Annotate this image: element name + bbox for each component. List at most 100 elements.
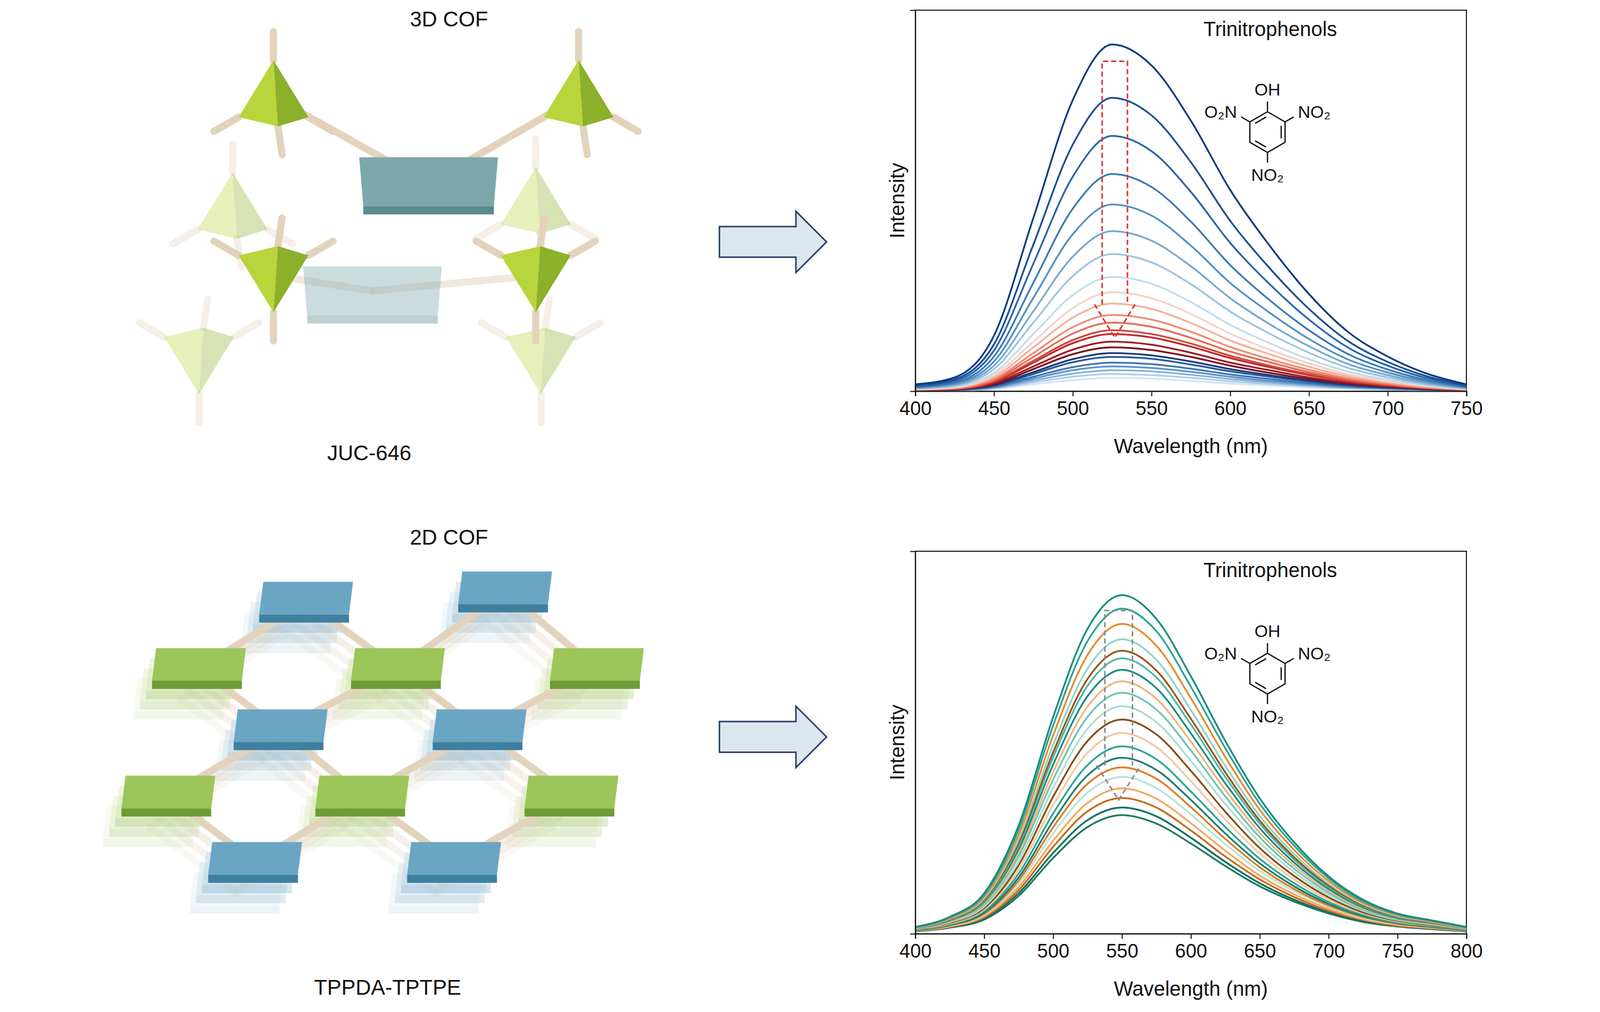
x-tick-mark xyxy=(1308,391,1310,397)
node-slab xyxy=(315,775,410,809)
node-block-side xyxy=(307,315,438,324)
x-tick-mark xyxy=(1190,933,1192,939)
x-tick-mark xyxy=(1052,933,1054,939)
node-slab-side xyxy=(259,614,349,623)
cof-2d xyxy=(103,571,645,914)
x-tick: 400 xyxy=(899,933,932,962)
x-tick-label: 650 xyxy=(1243,940,1276,962)
x-tick: 400 xyxy=(899,391,932,420)
x-tick-label: 400 xyxy=(899,940,932,962)
x-tick-label: 700 xyxy=(1313,940,1346,962)
x-tick-label: 450 xyxy=(978,397,1011,420)
plot-area xyxy=(915,44,1467,392)
x-tick: 500 xyxy=(1057,391,1090,420)
diagram-label: TPPDA-TPTPE xyxy=(313,975,461,1000)
y-axis xyxy=(910,551,916,935)
node-block xyxy=(303,266,442,315)
node-slab-side xyxy=(151,680,242,689)
linker xyxy=(570,240,596,255)
x-tick: 500 xyxy=(1037,933,1070,962)
structure: OHO₂NNO₂NO₂ xyxy=(1204,621,1331,726)
spectrum-line xyxy=(915,98,1467,386)
structure-label: O₂N xyxy=(1204,643,1237,663)
node-slab xyxy=(151,648,246,681)
tetrahedron-face xyxy=(578,60,614,127)
node-block xyxy=(359,156,498,206)
structure-label: NO₂ xyxy=(1297,643,1331,663)
x-tick: 450 xyxy=(968,933,1001,962)
ring xyxy=(1250,653,1286,694)
tetrahedron-face xyxy=(232,172,268,239)
x-tick-label: 500 xyxy=(1057,397,1090,420)
x-tick-mark xyxy=(1466,391,1468,397)
linker xyxy=(575,322,601,337)
linker xyxy=(139,322,165,337)
cof-3d xyxy=(139,31,638,423)
linker xyxy=(481,322,506,337)
node-slab xyxy=(208,841,303,875)
spectrum-line xyxy=(915,650,1467,928)
y-axis-title: Intensity xyxy=(885,704,909,781)
x-axis-title: Wavelength (nm) xyxy=(1113,434,1268,458)
tetrahedron-face xyxy=(238,60,278,127)
x-tick: 800 xyxy=(1450,933,1483,962)
structure-label: NO₂ xyxy=(1251,165,1284,185)
arrow xyxy=(719,211,827,273)
plot-frame xyxy=(915,551,1467,934)
linker xyxy=(570,224,596,239)
trend-arrow xyxy=(1096,610,1141,800)
node-slab-side xyxy=(133,711,224,720)
x-tick-mark xyxy=(1230,391,1232,397)
x-tick-mark xyxy=(1397,933,1399,939)
x-tick-label: 650 xyxy=(1293,397,1326,420)
x-tick: 650 xyxy=(1243,933,1276,962)
x-tick: 450 xyxy=(978,391,1011,420)
structure-label: OH xyxy=(1254,79,1281,100)
x-tick: 750 xyxy=(1450,391,1483,420)
linker xyxy=(213,240,239,255)
structure: OHO₂NNO₂NO₂ xyxy=(1204,79,1331,185)
spectrum-line xyxy=(915,623,1467,928)
linker xyxy=(537,393,545,423)
node-slab-side xyxy=(458,603,549,613)
x-tick-label: 800 xyxy=(1450,940,1483,962)
x-tick-mark xyxy=(1466,933,1468,939)
node-slab-side xyxy=(401,884,492,893)
x-tick: 550 xyxy=(1135,391,1168,420)
node-slab xyxy=(121,775,216,809)
bond xyxy=(1285,658,1294,664)
bond xyxy=(1285,116,1294,122)
x-tick-mark xyxy=(994,391,996,397)
double-bond xyxy=(1255,658,1267,665)
tetrahedron-face xyxy=(505,327,546,394)
node-slab xyxy=(524,775,619,809)
x-tick: 700 xyxy=(1313,933,1346,962)
x-tick: 700 xyxy=(1371,391,1404,420)
arrow xyxy=(719,706,827,768)
linker xyxy=(277,126,282,155)
x-tick-mark xyxy=(1259,933,1261,939)
linker xyxy=(545,299,550,329)
double-bond xyxy=(1280,666,1283,680)
x-tick-label: 600 xyxy=(1174,940,1207,962)
node-slab-side xyxy=(233,742,324,751)
x-tick: 650 xyxy=(1293,391,1326,420)
tetrahedron-face xyxy=(540,327,576,394)
y-axis-line xyxy=(910,551,916,935)
x-tick-mark xyxy=(1121,933,1123,939)
node-slab-side xyxy=(139,700,230,710)
node-slab-side xyxy=(550,680,640,689)
tetrahedron-face xyxy=(273,246,309,313)
tetrahedron-face xyxy=(199,327,235,394)
node-block-side xyxy=(363,206,494,215)
linker xyxy=(269,31,277,60)
spectrum-line xyxy=(915,638,1467,928)
node-slab-side xyxy=(208,874,299,883)
node-slab-side xyxy=(196,894,286,904)
tetrahedron-face xyxy=(164,327,204,394)
linker xyxy=(233,322,259,337)
tetrahedron-face xyxy=(543,60,583,127)
node-slab-side xyxy=(432,742,523,751)
x-tick-label: 500 xyxy=(1037,940,1070,962)
x-tick-label: 700 xyxy=(1371,397,1404,420)
